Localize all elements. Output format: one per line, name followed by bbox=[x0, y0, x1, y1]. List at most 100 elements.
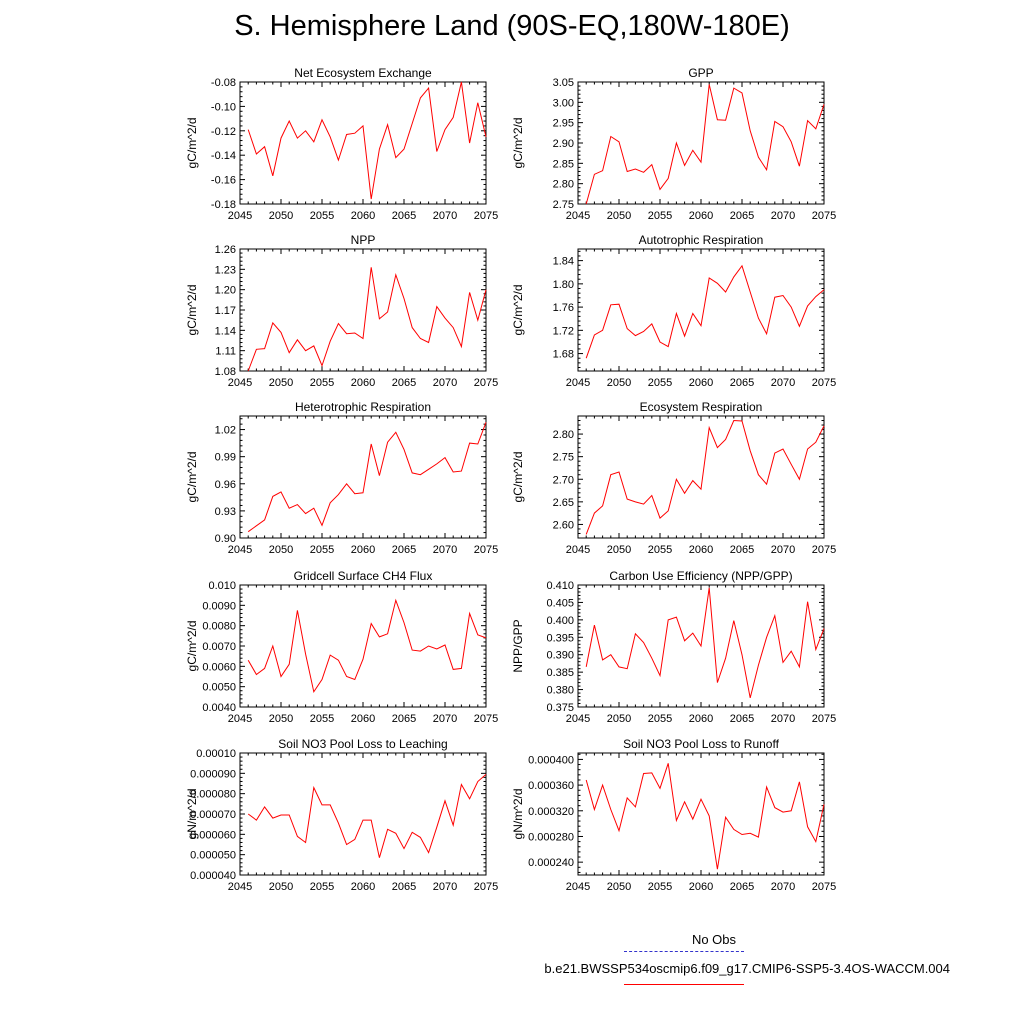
x-tick-label: 2075 bbox=[812, 713, 836, 725]
y-tick-label: 1.11 bbox=[215, 346, 236, 358]
y-tick-label: 0.000280 bbox=[528, 831, 574, 843]
chart-panel-7: Gridcell Surface CH4 Flux gC/m^2/d 2045 205… bbox=[185, 569, 498, 725]
y-tick-label: 0.000070 bbox=[190, 809, 236, 821]
y-tick-label: 2.85 bbox=[553, 158, 574, 170]
y-tick-label: 0.0040 bbox=[202, 702, 236, 714]
x-tick-label: 2055 bbox=[648, 210, 672, 222]
x-tick-label: 2055 bbox=[310, 713, 334, 725]
x-tick-label: 2055 bbox=[648, 881, 672, 893]
x-tick-label: 2045 bbox=[566, 713, 590, 725]
x-tick-label: 2060 bbox=[351, 544, 375, 556]
x-tick-label: 2060 bbox=[351, 881, 375, 893]
series-line bbox=[585, 763, 825, 870]
x-tick-label: 2065 bbox=[730, 713, 754, 725]
y-tick-label: 0.000060 bbox=[190, 829, 236, 841]
x-tick-label: 2075 bbox=[474, 377, 498, 389]
chart-frame bbox=[577, 415, 825, 539]
y-axis-label: gC/m^2/d bbox=[511, 452, 525, 503]
y-tick-label: 0.000240 bbox=[528, 857, 574, 869]
x-tick-label: 2045 bbox=[566, 210, 590, 222]
y-tick-label: 0.390 bbox=[546, 650, 574, 662]
x-tick-label: 2065 bbox=[392, 544, 416, 556]
x-tick-label: 2055 bbox=[310, 544, 334, 556]
x-tick-label: 2045 bbox=[566, 544, 590, 556]
chart-title: Gridcell Surface CH4 Flux bbox=[294, 569, 433, 583]
y-tick-label: 2.75 bbox=[553, 199, 574, 211]
y-axis-label: gN/m^2/d bbox=[511, 789, 525, 840]
y-tick-label: 0.93 bbox=[215, 506, 236, 518]
x-tick-label: 2045 bbox=[228, 544, 252, 556]
y-axis-label: gC/m^2/d bbox=[511, 285, 525, 336]
y-axis-label: gC/m^2/d bbox=[185, 621, 199, 672]
x-tick-label: 2070 bbox=[771, 713, 795, 725]
series-line bbox=[585, 84, 825, 205]
x-tick-label: 2075 bbox=[812, 881, 836, 893]
y-tick-label: 1.23 bbox=[215, 264, 236, 276]
legend-label-case: b.e21.BWSSP534oscmip6.f09_g17.CMIP6-SSP5… bbox=[544, 961, 950, 976]
y-axis-label: gC/m^2/d bbox=[511, 118, 525, 169]
x-tick-label: 2055 bbox=[310, 881, 334, 893]
y-tick-label: 0.400 bbox=[546, 615, 574, 627]
x-tick-label: 2055 bbox=[310, 377, 334, 389]
chart-panel-2: GPP gC/m^2/d 2045 2050 2055 2060 2065 2070 2075 2… bbox=[511, 66, 836, 222]
y-tick-label: 2.75 bbox=[553, 452, 574, 464]
x-tick-label: 2045 bbox=[228, 881, 252, 893]
x-tick-label: 2070 bbox=[433, 544, 457, 556]
y-tick-label: 2.70 bbox=[553, 474, 574, 486]
y-axis-label: NPP/GPP bbox=[511, 619, 525, 672]
y-tick-label: 1.68 bbox=[553, 349, 574, 361]
chart-title: Carbon Use Efficiency (NPP/GPP) bbox=[609, 569, 792, 583]
x-tick-label: 2075 bbox=[474, 544, 498, 556]
x-tick-label: 2050 bbox=[269, 544, 293, 556]
x-tick-label: 2045 bbox=[566, 377, 590, 389]
x-tick-label: 2050 bbox=[607, 210, 631, 222]
x-tick-label: 2075 bbox=[812, 544, 836, 556]
y-tick-label: 2.90 bbox=[553, 138, 574, 150]
x-tick-label: 2045 bbox=[228, 210, 252, 222]
y-tick-label: 0.380 bbox=[546, 685, 574, 697]
chart-frame bbox=[577, 248, 825, 372]
y-tick-label: 0.000320 bbox=[528, 806, 574, 818]
x-tick-label: 2060 bbox=[689, 713, 713, 725]
y-tick-label: 3.05 bbox=[553, 77, 574, 89]
x-tick-label: 2070 bbox=[771, 881, 795, 893]
y-tick-label: 2.65 bbox=[553, 497, 574, 509]
y-tick-label: 0.000040 bbox=[190, 870, 236, 882]
y-tick-label: 0.00010 bbox=[196, 748, 236, 760]
y-tick-label: 0.0070 bbox=[202, 641, 236, 653]
x-tick-label: 2075 bbox=[812, 377, 836, 389]
x-tick-label: 2055 bbox=[310, 210, 334, 222]
x-tick-label: 2060 bbox=[689, 377, 713, 389]
chart-title: Ecosystem Respiration bbox=[640, 400, 763, 414]
chart-panel-1: Net Ecosystem Exchange gC/m^2/d 2045 2050 20… bbox=[185, 66, 498, 222]
x-tick-label: 2060 bbox=[351, 210, 375, 222]
x-tick-label: 2065 bbox=[392, 210, 416, 222]
x-tick-label: 2045 bbox=[566, 881, 590, 893]
y-axis-label: gN/m^2/d bbox=[185, 789, 199, 840]
x-tick-label: 2045 bbox=[228, 377, 252, 389]
chart-panel-9: Soil NO3 Pool Loss to Leaching gN/m^2/d 20… bbox=[185, 737, 498, 893]
y-tick-label: 0.000090 bbox=[190, 768, 236, 780]
series-line bbox=[585, 419, 825, 535]
x-tick-label: 2065 bbox=[730, 881, 754, 893]
y-tick-label: 1.08 bbox=[215, 366, 236, 378]
y-tick-label: 0.000050 bbox=[190, 850, 236, 862]
y-tick-label: 0.000080 bbox=[190, 789, 236, 801]
y-tick-label: 0.0090 bbox=[202, 600, 236, 612]
x-tick-label: 2065 bbox=[730, 544, 754, 556]
x-tick-label: 2050 bbox=[607, 544, 631, 556]
chart-panel-5: Heterotrophic Respiration gC/m^2/d 2045 205… bbox=[185, 400, 498, 556]
x-tick-label: 2060 bbox=[689, 210, 713, 222]
x-tick-label: 2060 bbox=[689, 544, 713, 556]
series-line bbox=[247, 422, 487, 533]
chart-frame bbox=[239, 415, 487, 539]
y-axis-label: gC/m^2/d bbox=[185, 118, 199, 169]
y-tick-label: 1.14 bbox=[215, 325, 236, 337]
x-tick-label: 2065 bbox=[392, 377, 416, 389]
x-tick-label: 2050 bbox=[607, 713, 631, 725]
chart-frame bbox=[577, 81, 825, 205]
y-tick-label: 1.72 bbox=[553, 325, 574, 337]
y-tick-label: 0.375 bbox=[546, 702, 574, 714]
chart-title: Net Ecosystem Exchange bbox=[294, 66, 432, 80]
